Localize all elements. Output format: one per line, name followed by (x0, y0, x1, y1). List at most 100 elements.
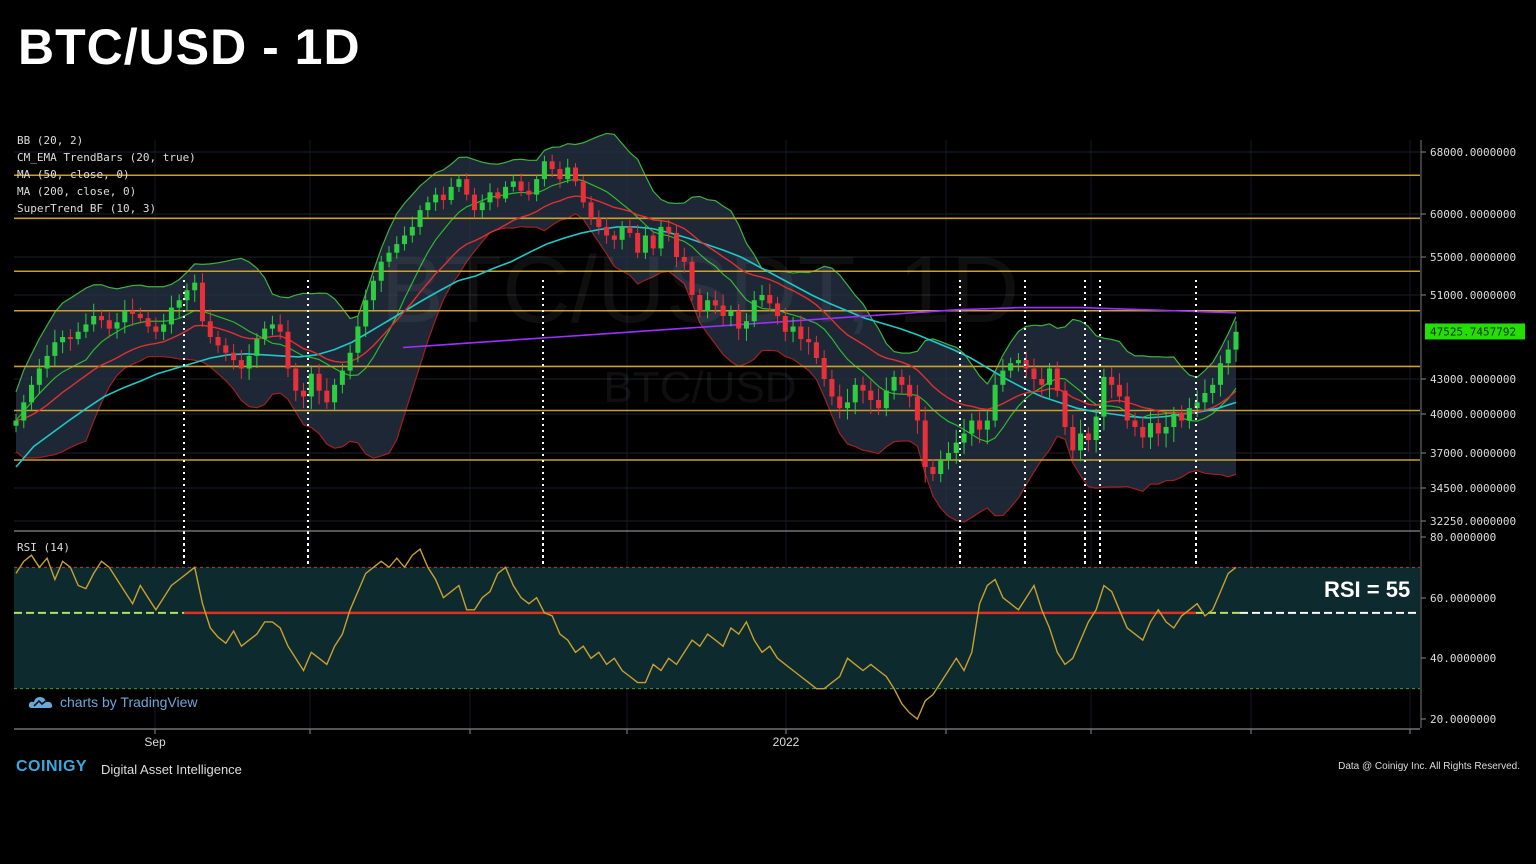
candle-body (518, 181, 524, 191)
candle (207, 309, 213, 344)
candle-body (417, 210, 423, 227)
candle-body (969, 420, 975, 434)
candle-body (712, 300, 718, 306)
candle-body (1101, 376, 1107, 417)
candle (712, 290, 718, 315)
candle-body (953, 442, 959, 453)
candle (316, 363, 322, 405)
candle (619, 221, 625, 250)
candle-body (130, 310, 136, 314)
candle (922, 406, 928, 483)
candle (122, 300, 128, 334)
candle (658, 221, 664, 257)
candle-body (1140, 427, 1146, 438)
candle (775, 296, 781, 325)
indicator-label: BB (20, 2) (17, 134, 83, 147)
candle-body (114, 322, 120, 329)
candle (464, 173, 470, 201)
candle (526, 181, 532, 201)
candle (1023, 351, 1029, 378)
candle-body (98, 316, 105, 321)
candle (930, 459, 936, 482)
candle-body (60, 337, 66, 343)
candle (697, 288, 703, 318)
candle-body (324, 390, 330, 403)
candle-body (1163, 427, 1169, 434)
candle-body (1147, 423, 1154, 438)
candle-body (945, 453, 952, 460)
candle-body (456, 179, 462, 187)
candle (145, 310, 151, 333)
candle-body (1186, 408, 1192, 421)
candle-body (262, 328, 268, 340)
candle-body (549, 161, 555, 170)
candle-body (433, 194, 439, 203)
candle-body (914, 396, 920, 421)
candle-body (153, 326, 159, 332)
candle (642, 226, 648, 259)
candle (557, 161, 563, 188)
candle-body (1217, 363, 1223, 385)
candle (293, 362, 299, 402)
candle (370, 275, 376, 312)
candle-body (868, 390, 874, 400)
candle (1085, 426, 1091, 452)
x-tick-label: 2022 (773, 735, 800, 749)
candle (992, 374, 998, 428)
candle-body (961, 433, 967, 443)
candle (673, 224, 680, 268)
price-tick-label: 37000.0000000 (1430, 447, 1516, 460)
candle (611, 230, 617, 249)
candle-body (300, 390, 307, 397)
candle-body (658, 226, 664, 249)
indicator-label: MA (200, close, 0) (17, 185, 136, 198)
candle-body (1054, 368, 1060, 391)
candle-body (106, 320, 112, 329)
candle (378, 255, 384, 292)
candle-body (425, 202, 431, 211)
tradingview-badge[interactable]: charts by TradingView (28, 694, 197, 710)
candle-body (705, 300, 711, 311)
candle-body (635, 232, 641, 253)
candle (689, 256, 695, 301)
candle (1070, 414, 1076, 461)
price-axis: 68000.0000000 60000.0000000 55000.0000000 5… (1420, 140, 1525, 728)
candle (1210, 377, 1216, 404)
candle (767, 283, 773, 312)
candle (91, 303, 97, 332)
candle (168, 295, 174, 334)
candle-body (355, 326, 361, 353)
candle (751, 291, 757, 328)
candle (433, 187, 439, 211)
candle (52, 329, 58, 366)
candle-body (231, 352, 237, 361)
candle (223, 338, 229, 362)
candle-body (1233, 331, 1239, 350)
candle (363, 289, 369, 338)
candle (1217, 355, 1223, 397)
candle-body (269, 324, 275, 329)
indicator-label: CM_EMA TrendBars (20, true) (17, 151, 196, 164)
candle (510, 174, 516, 192)
candle (736, 304, 742, 340)
candle-body (642, 235, 648, 253)
candle (1101, 368, 1107, 431)
candle (285, 320, 291, 378)
candle-body (254, 339, 260, 356)
candle (1140, 417, 1146, 448)
rsi-panel (14, 530, 1420, 721)
candle-body (487, 192, 493, 203)
candle (215, 331, 221, 353)
candle (1000, 359, 1006, 392)
candle-body (448, 186, 454, 201)
candle-body (370, 280, 376, 301)
candle (262, 321, 268, 345)
candle (1155, 410, 1161, 447)
candle (580, 176, 586, 208)
candle-body (1132, 420, 1138, 427)
candle-body (1202, 393, 1208, 403)
candlesticks (13, 154, 1239, 483)
candle (1132, 412, 1138, 437)
copyright-notice: Data @ Coinigy Inc. All Rights Reserved. (1338, 761, 1520, 772)
